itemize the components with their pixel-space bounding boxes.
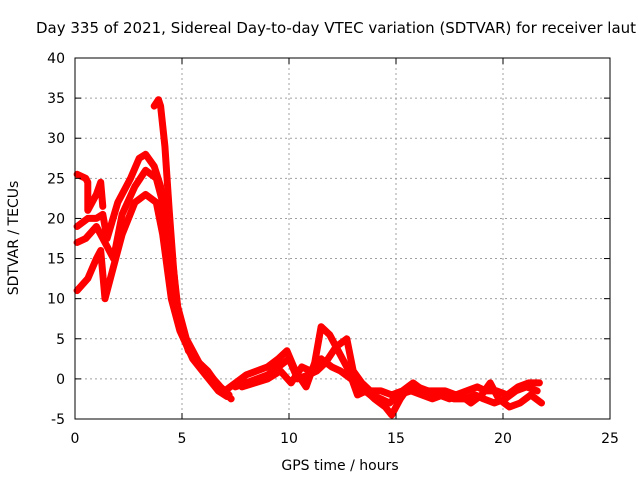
series-trace-5 <box>150 96 182 319</box>
y-tick-label: 20 <box>47 211 65 227</box>
x-tick-labels: 0 5 10 15 20 25 <box>71 431 619 447</box>
y-tick-label: 0 <box>56 372 65 388</box>
chart-title: Day 335 of 2021, Sidereal Day-to-day VTE… <box>36 19 636 37</box>
x-tick-label: 10 <box>280 431 298 447</box>
x-tick-label: 0 <box>71 431 80 447</box>
y-tick-label: 35 <box>47 91 65 107</box>
series-trace-4 <box>73 190 231 400</box>
y-tick-label: 5 <box>56 332 65 348</box>
series-trace-7 <box>232 335 543 399</box>
y-tick-label: 30 <box>47 131 65 147</box>
x-tick-label: 25 <box>601 431 619 447</box>
axis-ticks <box>74 57 611 420</box>
series-trace-1 <box>73 170 107 214</box>
x-tick-label: 15 <box>387 431 405 447</box>
y-tick-label: 40 <box>47 51 65 67</box>
grid-lines <box>75 58 610 419</box>
y-tick-label: -5 <box>51 412 65 428</box>
y-tick-label: 15 <box>47 252 65 268</box>
x-tick-label: 20 <box>494 431 512 447</box>
data-series <box>73 96 545 419</box>
y-tick-label: 25 <box>47 171 65 187</box>
y-tick-labels: -5 0 5 10 15 20 25 30 35 40 <box>47 51 65 428</box>
plot-frame <box>74 57 611 420</box>
y-tick-label: 10 <box>47 292 65 308</box>
x-axis-label: GPS time / hours <box>281 458 398 474</box>
y-axis-label: SDTVAR / TECUs <box>6 181 22 296</box>
x-tick-label: 5 <box>178 431 187 447</box>
series-trace-8 <box>238 355 541 407</box>
